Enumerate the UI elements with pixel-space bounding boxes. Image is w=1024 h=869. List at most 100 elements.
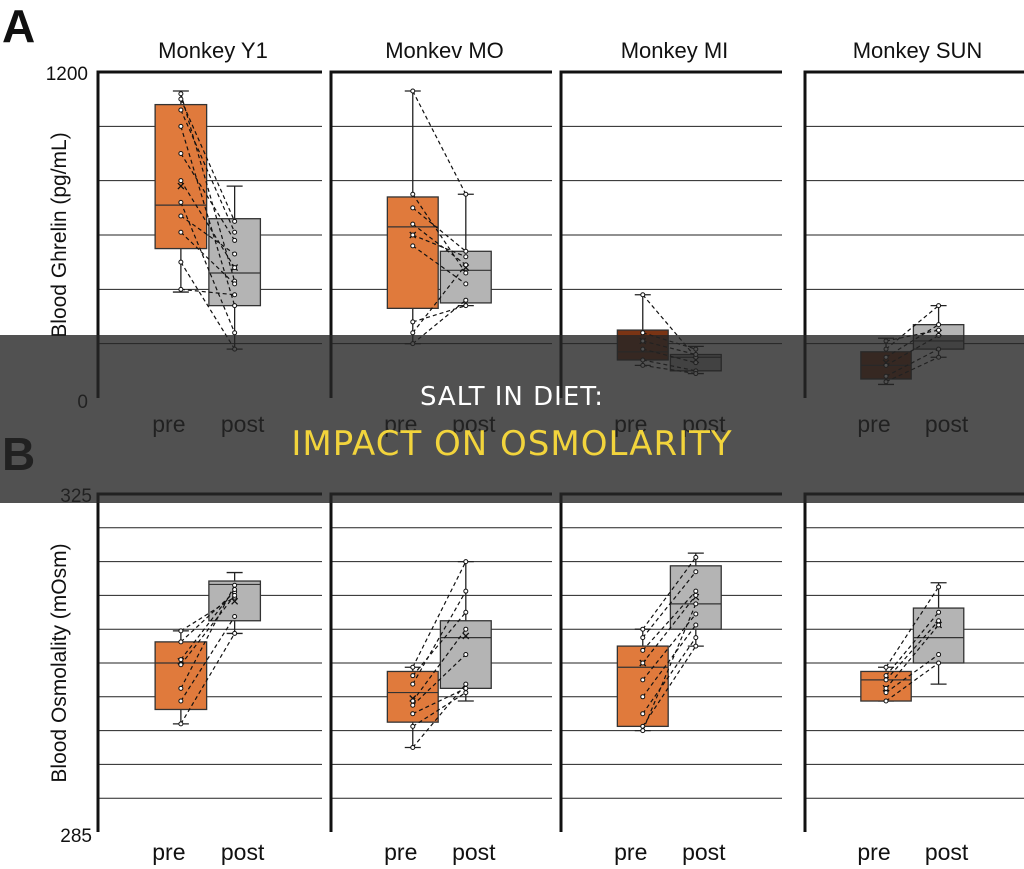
paired-line — [885, 662, 939, 702]
y-axis-label: Blood Ghrelin (pg/mL) — [48, 132, 71, 337]
post-data-point — [693, 592, 699, 598]
pre-data-point — [640, 647, 646, 653]
pre-data-point — [178, 685, 184, 691]
paired-line — [412, 692, 467, 727]
paired-line — [412, 193, 467, 274]
x-category-pre: pre — [152, 839, 185, 865]
post-data-point — [232, 281, 238, 287]
post-data-point — [936, 622, 942, 628]
y-tick-label: 1200 — [46, 64, 88, 85]
paired-line — [642, 590, 697, 651]
post-data-point — [232, 330, 238, 336]
post-data-point — [463, 609, 469, 615]
post-data-point — [693, 635, 699, 641]
pre-data-point — [410, 243, 416, 249]
post-data-point — [463, 559, 469, 565]
paired-line — [642, 571, 697, 639]
post-data-point — [463, 685, 469, 691]
post-data-point — [693, 643, 699, 649]
pre-data-point — [178, 229, 184, 235]
pre-data-point — [410, 664, 416, 670]
post-data-point — [232, 251, 238, 257]
post-data-point — [463, 262, 469, 268]
paired-line — [180, 595, 236, 666]
pre-data-point — [178, 628, 184, 634]
post-data-point — [693, 622, 699, 628]
post-data-point — [232, 582, 238, 588]
paired-line — [180, 591, 236, 643]
paired-line — [180, 153, 236, 241]
pre-data-point — [410, 205, 416, 211]
paired-line — [180, 596, 235, 632]
paired-line — [412, 628, 467, 702]
post-data-point — [936, 584, 942, 590]
pre-data-point — [410, 221, 416, 227]
pre-data-point — [640, 660, 646, 666]
pre-data-point — [178, 96, 184, 102]
banner-subtitle: IMPACT ON OSMOLARITY — [291, 424, 733, 464]
paired-line — [412, 590, 467, 685]
post-data-point — [463, 248, 469, 254]
pre-data-point — [883, 677, 889, 683]
pre-data-point — [410, 702, 416, 708]
paired-line — [642, 603, 697, 731]
pre-data-point — [410, 745, 416, 750]
paired-line — [180, 584, 236, 689]
paired-line — [412, 687, 467, 715]
post-data-point — [936, 327, 942, 333]
pre-data-point — [178, 698, 184, 704]
pre-data-point — [178, 178, 184, 184]
pre-data-point — [410, 723, 416, 729]
paired-line — [180, 215, 235, 255]
pre-data-point — [410, 330, 416, 336]
paired-line — [180, 180, 236, 268]
pre-data-point — [883, 664, 889, 670]
post-box — [439, 250, 492, 304]
paired-line — [642, 557, 697, 630]
pre-data-point — [178, 213, 184, 219]
post-data-point — [693, 569, 699, 575]
panel-frame — [96, 70, 322, 398]
pre-data-point — [410, 88, 416, 94]
pre-data-point — [640, 694, 646, 700]
pre-data-point — [640, 728, 646, 734]
pre-data-point — [640, 677, 646, 683]
pre-data-point — [178, 286, 184, 292]
pre-data-point — [410, 191, 416, 197]
x-category-post: post — [682, 839, 726, 865]
pre-data-point — [883, 690, 889, 696]
post-data-point — [463, 588, 469, 594]
post-data-point — [463, 281, 469, 287]
paired-line — [885, 305, 939, 350]
post-data-point — [232, 218, 238, 224]
post-data-point — [936, 652, 942, 658]
post-data-point — [232, 592, 238, 598]
paired-line — [412, 264, 467, 334]
paired-line — [180, 126, 236, 306]
panel-frame — [329, 70, 552, 398]
pre-data-point — [410, 681, 416, 687]
paired-line — [180, 261, 236, 350]
post-data-point — [463, 626, 469, 632]
paired-line — [642, 637, 697, 715]
paired-line — [180, 98, 236, 222]
post-data-point — [463, 681, 469, 687]
monkey-title: Monkey MI — [621, 38, 729, 63]
post-data-point — [693, 601, 699, 607]
paired-line — [180, 633, 236, 725]
pre-data-point — [640, 635, 646, 641]
pre-box — [386, 196, 439, 309]
title-banner — [0, 335, 1024, 503]
pre-data-point — [640, 292, 646, 298]
pre-data-point — [410, 711, 416, 717]
pre-data-point — [178, 199, 184, 205]
pre-data-point — [178, 123, 184, 129]
pre-data-point — [640, 711, 646, 717]
paired-line — [412, 299, 467, 345]
monkey-title: Monkey SUN — [853, 38, 983, 63]
panel-letter: A — [2, 0, 35, 52]
x-category-post: post — [925, 839, 969, 865]
pre-data-point — [178, 151, 184, 156]
paired-line — [885, 620, 940, 681]
paired-line — [412, 90, 467, 195]
